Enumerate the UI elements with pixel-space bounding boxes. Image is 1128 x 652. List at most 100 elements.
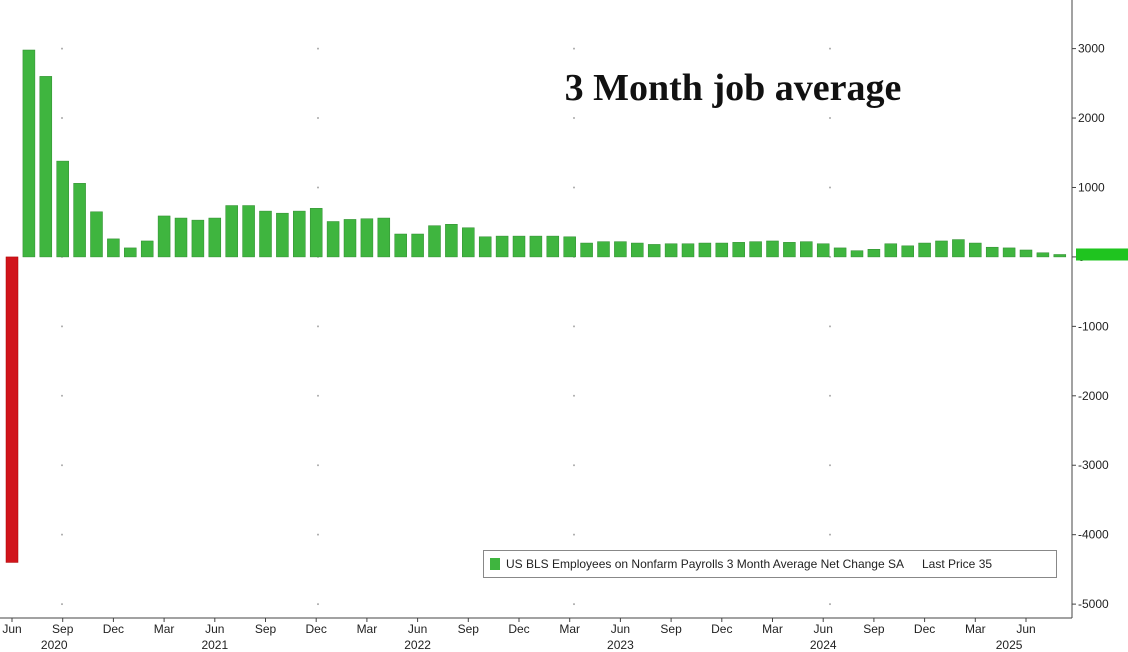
bar-41 <box>698 242 712 258</box>
y-tick-label-6: -3000 <box>1078 458 1109 472</box>
bar-7 <box>124 247 137 258</box>
grid-dot-5-1 <box>317 394 319 397</box>
bar-4 <box>73 183 86 258</box>
bar-17 <box>293 210 306 258</box>
bar-44 <box>749 241 762 258</box>
grid-dot-1-0 <box>61 117 63 120</box>
x-tick-label-16: Jun <box>814 622 833 636</box>
grid-dot-0-2 <box>573 47 575 50</box>
bar-3 <box>56 160 69 258</box>
x-tick-label-12: Jun <box>611 622 630 636</box>
grid-dot-2-2 <box>573 186 575 189</box>
bar-18 <box>309 208 323 258</box>
bar-39 <box>664 243 678 258</box>
grid-dot-6-0 <box>61 464 63 467</box>
last-value-marker <box>1076 248 1128 261</box>
bar-57 <box>969 242 982 258</box>
bar-43 <box>732 242 745 258</box>
y-tick-label-7: -4000 <box>1078 528 1109 542</box>
grid-dot-7-0 <box>61 533 63 536</box>
x-tick-label-0: Jun <box>2 622 21 636</box>
bar-29 <box>495 235 509 258</box>
x-tick-label-10: Dec <box>508 622 529 636</box>
bar-50 <box>850 250 864 258</box>
grid-dot-0-3 <box>829 47 831 50</box>
x-tick-label-13: Sep <box>660 622 682 636</box>
y-tick-label-0: 3000 <box>1078 42 1105 56</box>
bar-32 <box>546 235 560 258</box>
grid-dot-1-3 <box>829 117 831 120</box>
legend-swatch <box>490 558 500 570</box>
grid-dot-4-2 <box>573 325 575 328</box>
x-tick-label-19: Mar <box>965 622 986 636</box>
grid-dot-4-3 <box>829 325 831 328</box>
bar-23 <box>394 233 407 258</box>
bar-61 <box>1036 252 1050 258</box>
grid-dot-4-1 <box>317 325 319 328</box>
bar-8 <box>140 240 154 258</box>
grid-dot-5-0 <box>61 394 63 397</box>
bar-0 <box>5 256 19 563</box>
bar-26 <box>445 224 458 258</box>
x-tick-label-3: Mar <box>154 622 175 636</box>
bar-33 <box>563 236 576 258</box>
bar-2 <box>39 76 53 258</box>
grid-dot-2-1 <box>317 186 319 189</box>
y-tick-label-8: -5000 <box>1078 597 1109 611</box>
bar-38 <box>647 244 661 258</box>
grid-dot-0-0 <box>61 47 63 50</box>
bar-19 <box>326 221 340 258</box>
x-tick-label-18: Dec <box>914 622 935 636</box>
x-year-label-3: 2023 <box>607 638 634 652</box>
bar-48 <box>816 243 830 258</box>
bar-59 <box>1002 247 1016 258</box>
x-tick-label-2: Dec <box>103 622 124 636</box>
x-tick-label-1: Sep <box>52 622 74 636</box>
bar-49 <box>833 247 847 258</box>
bar-21 <box>360 218 374 258</box>
grid-dot-6-3 <box>829 464 831 467</box>
x-axis-ticks: Jun Sep Dec Mar Jun Sep Dec Mar Jun Sep Dec Mar Jun S… <box>2 618 1036 652</box>
grid-dot-1-1 <box>317 117 319 120</box>
grid-dot-8-3 <box>829 603 831 606</box>
bar-47 <box>800 241 813 258</box>
bar-5 <box>90 211 103 258</box>
y-tick-label-1: 2000 <box>1078 111 1105 125</box>
bar-31 <box>529 235 543 258</box>
bar-45 <box>766 240 779 258</box>
bar-1 <box>22 49 36 258</box>
bar-12 <box>208 217 222 258</box>
grid-dot-7-3 <box>829 533 831 536</box>
legend-last-price-label: Last Price <box>922 557 976 571</box>
bar-22 <box>377 217 391 258</box>
bar-55 <box>935 240 948 258</box>
x-tick-label-11: Mar <box>559 622 580 636</box>
bar-6 <box>107 238 120 258</box>
bar-13 <box>225 205 238 258</box>
bar-25 <box>428 225 441 258</box>
bar-42 <box>715 242 729 258</box>
bar-56 <box>952 239 965 258</box>
bar-15 <box>259 210 272 258</box>
legend-last-price-value: 35 <box>978 557 993 571</box>
x-tick-label-20: Jun <box>1016 622 1035 636</box>
bar-53 <box>901 245 914 258</box>
x-tick-label-15: Mar <box>762 622 783 636</box>
bar-10 <box>174 217 188 258</box>
y-tick-label-5: -2000 <box>1078 389 1109 403</box>
bar-14 <box>242 205 255 258</box>
bar-62 <box>1053 254 1067 258</box>
grid-dot-6-2 <box>573 464 575 467</box>
bar-46 <box>783 242 796 258</box>
x-tick-label-6: Dec <box>306 622 327 636</box>
grid-dot-0-1 <box>317 47 319 50</box>
grid-dot-7-1 <box>317 533 319 536</box>
grid-dot-8-1 <box>317 603 319 606</box>
bar-54 <box>918 242 931 258</box>
y-axis-ticks: 3000200010000-1000-2000-3000-4000-5000 <box>1072 42 1109 611</box>
x-tick-label-14: Dec <box>711 622 732 636</box>
x-tick-label-4: Jun <box>205 622 224 636</box>
bar-11 <box>191 219 205 258</box>
x-tick-label-9: Sep <box>458 622 480 636</box>
